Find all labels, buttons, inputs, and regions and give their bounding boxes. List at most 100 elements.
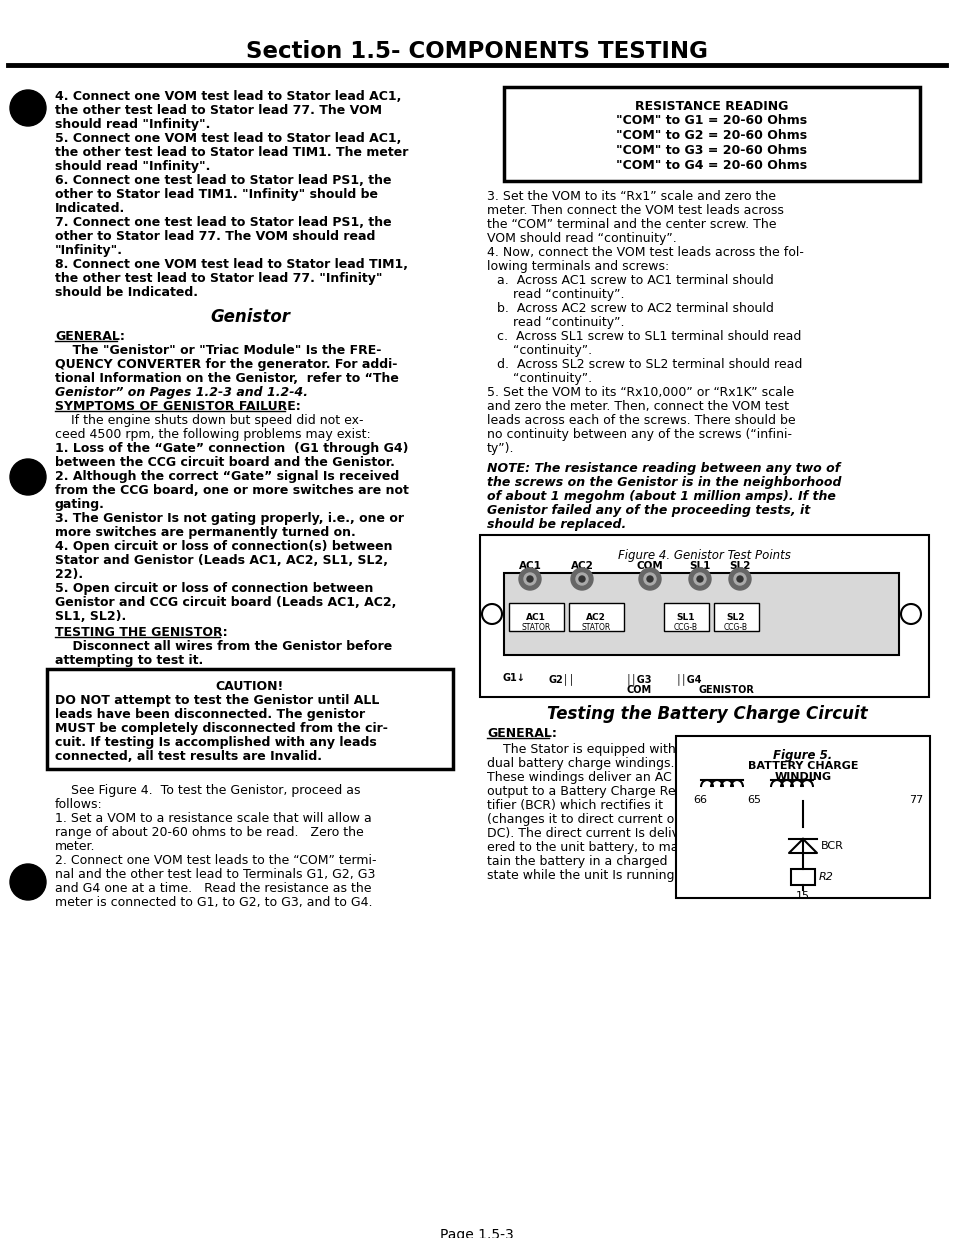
Text: SL1: SL1: [689, 561, 710, 571]
Text: CCG-B: CCG-B: [723, 623, 747, 633]
Text: SYMPTOMS OF GENISTOR FAILURE:: SYMPTOMS OF GENISTOR FAILURE:: [55, 400, 300, 413]
Text: “continuity”.: “continuity”.: [497, 344, 592, 357]
Circle shape: [10, 90, 46, 126]
Circle shape: [643, 573, 656, 586]
Text: range of about 20-60 ohms to be read.   Zero the: range of about 20-60 ohms to be read. Ze…: [55, 826, 363, 839]
Circle shape: [10, 864, 46, 900]
Bar: [509, 603, 563, 631]
Text: the other test lead to Stator lead 77. The VOM: the other test lead to Stator lead 77. T…: [55, 104, 381, 118]
Text: CCG-B: CCG-B: [673, 623, 698, 633]
Text: Disconnect all wires from the Genistor before: Disconnect all wires from the Genistor b…: [55, 640, 392, 652]
Text: tain the battery in a charged: tain the battery in a charged: [486, 855, 667, 868]
Text: more switches are permanently turned on.: more switches are permanently turned on.: [55, 526, 355, 539]
Circle shape: [526, 576, 533, 582]
Text: "COM" to G2 = 20-60 Ohms: "COM" to G2 = 20-60 Ohms: [616, 129, 807, 142]
Text: SL1, SL2).: SL1, SL2).: [55, 610, 126, 623]
Text: AC1: AC1: [518, 561, 541, 571]
Text: Figure 5.: Figure 5.: [773, 749, 832, 763]
Text: 4. Connect one VOM test lead to Stator lead AC1,: 4. Connect one VOM test lead to Stator l…: [55, 90, 401, 103]
Text: connected, all test results are Invalid.: connected, all test results are Invalid.: [55, 750, 322, 763]
Text: ty”).: ty”).: [486, 442, 514, 456]
Text: dual battery charge windings.: dual battery charge windings.: [486, 756, 674, 770]
Text: TESTING THE GENISTOR:: TESTING THE GENISTOR:: [55, 626, 228, 639]
Text: GENISTOR: GENISTOR: [699, 685, 754, 695]
Text: GENERAL:: GENERAL:: [55, 331, 125, 343]
Text: 5. Connect one VOM test lead to Stator lead AC1,: 5. Connect one VOM test lead to Stator l…: [55, 132, 401, 145]
Text: no continuity between any of the screws (“infini-: no continuity between any of the screws …: [486, 428, 791, 441]
Text: 3. The Genistor Is not gating properly, i.e., one or: 3. The Genistor Is not gating properly, …: [55, 513, 403, 525]
Circle shape: [728, 568, 750, 591]
Text: VOM should read “continuity”.: VOM should read “continuity”.: [486, 232, 676, 245]
Text: other to Stator lead TIM1. "Infinity" should be: other to Stator lead TIM1. "Infinity" sh…: [55, 188, 377, 201]
Circle shape: [646, 576, 652, 582]
Text: Page 1.5-3: Page 1.5-3: [439, 1228, 514, 1238]
Text: (changes it to direct current or: (changes it to direct current or: [486, 813, 679, 826]
Text: DO NOT attempt to test the Genistor until ALL: DO NOT attempt to test the Genistor unti…: [55, 695, 379, 707]
Text: output to a Battery Charge Rec-: output to a Battery Charge Rec-: [486, 785, 686, 799]
Text: the other test lead to Stator lead TIM1. The meter: the other test lead to Stator lead TIM1.…: [55, 146, 408, 158]
Text: "COM" to G1 = 20-60 Ohms: "COM" to G1 = 20-60 Ohms: [616, 114, 807, 128]
Text: ered to the unit battery, to main-: ered to the unit battery, to main-: [486, 841, 694, 854]
Text: 65: 65: [746, 795, 760, 805]
Text: Testing the Battery Charge Circuit: Testing the Battery Charge Circuit: [546, 704, 866, 723]
Text: of about 1 megohm (about 1 million amps). If the: of about 1 megohm (about 1 million amps)…: [486, 490, 835, 503]
Text: Indicated.: Indicated.: [55, 202, 125, 215]
Text: attempting to test it.: attempting to test it.: [55, 654, 203, 667]
Circle shape: [639, 568, 660, 591]
Text: SL2: SL2: [726, 613, 744, 621]
Text: ││G4: ││G4: [675, 673, 701, 685]
Text: c.  Across SL1 screw to SL1 terminal should read: c. Across SL1 screw to SL1 terminal shou…: [497, 331, 801, 343]
Text: QUENCY CONVERTER for the generator. For addi-: QUENCY CONVERTER for the generator. For …: [55, 358, 397, 371]
Text: MUST be completely disconnected from the cir-: MUST be completely disconnected from the…: [55, 722, 388, 735]
Text: a.  Across AC1 screw to AC1 terminal should: a. Across AC1 screw to AC1 terminal shou…: [497, 274, 773, 287]
Text: "Infinity".: "Infinity".: [55, 244, 123, 258]
Text: "COM" to G3 = 20-60 Ohms: "COM" to G3 = 20-60 Ohms: [616, 144, 806, 157]
Circle shape: [571, 568, 593, 591]
Text: WINDING: WINDING: [774, 773, 831, 782]
Text: leads across each of the screws. There should be: leads across each of the screws. There s…: [486, 413, 795, 427]
Text: 1. Set a VOM to a resistance scale that will allow a: 1. Set a VOM to a resistance scale that …: [55, 812, 372, 825]
Text: COM: COM: [636, 561, 662, 571]
Circle shape: [518, 568, 540, 591]
Text: read “continuity”.: read “continuity”.: [497, 288, 624, 301]
Text: Genistor and CCG circuit board (Leads AC1, AC2,: Genistor and CCG circuit board (Leads AC…: [55, 595, 395, 609]
Text: 8. Connect one VOM test lead to Stator lead TIM1,: 8. Connect one VOM test lead to Stator l…: [55, 258, 408, 271]
Text: ││G3: ││G3: [625, 673, 652, 685]
Text: Genistor failed any of the proceeding tests, it: Genistor failed any of the proceeding te…: [486, 504, 809, 517]
Text: GENERAL:: GENERAL:: [486, 727, 557, 740]
Text: should read "Infinity".: should read "Infinity".: [55, 118, 211, 131]
Text: 5. Open circuit or loss of connection between: 5. Open circuit or loss of connection be…: [55, 582, 373, 595]
Bar: [568, 603, 623, 631]
Text: lowing terminals and screws:: lowing terminals and screws:: [486, 260, 669, 274]
Text: 7. Connect one test lead to Stator lead PS1, the: 7. Connect one test lead to Stator lead …: [55, 215, 392, 229]
Text: 66: 66: [692, 795, 706, 805]
Text: leads have been disconnected. The genistor: leads have been disconnected. The genist…: [55, 708, 365, 721]
Text: state while the unit Is running.: state while the unit Is running.: [486, 869, 678, 881]
Circle shape: [688, 568, 710, 591]
Text: AC2: AC2: [585, 613, 605, 621]
Text: meter is connected to G1, to G2, to G3, and to G4.: meter is connected to G1, to G2, to G3, …: [55, 896, 372, 909]
Text: BCR: BCR: [821, 841, 843, 851]
Text: meter.: meter.: [55, 841, 95, 853]
Circle shape: [737, 576, 742, 582]
Text: "COM" to G4 = 20-60 Ohms: "COM" to G4 = 20-60 Ohms: [616, 158, 807, 172]
Circle shape: [10, 459, 46, 495]
Text: Section 1.5- COMPONENTS TESTING: Section 1.5- COMPONENTS TESTING: [246, 41, 707, 63]
Text: 15: 15: [795, 891, 809, 901]
Circle shape: [578, 576, 584, 582]
Text: and G4 one at a time.   Read the resistance as the: and G4 one at a time. Read the resistanc…: [55, 881, 371, 895]
Text: gating.: gating.: [55, 498, 105, 511]
Text: NOTE: The resistance reading between any two of: NOTE: The resistance reading between any…: [486, 462, 840, 475]
Text: SL2: SL2: [728, 561, 750, 571]
Text: G2││: G2││: [548, 673, 575, 685]
Text: AC2: AC2: [570, 561, 593, 571]
Circle shape: [697, 576, 702, 582]
Text: 77: 77: [908, 795, 923, 805]
Text: 6. Connect one test lead to Stator lead PS1, the: 6. Connect one test lead to Stator lead …: [55, 175, 391, 187]
Text: d.  Across SL2 screw to SL2 terminal should read: d. Across SL2 screw to SL2 terminal shou…: [497, 358, 801, 371]
Text: The Stator is equipped with: The Stator is equipped with: [486, 743, 675, 756]
FancyBboxPatch shape: [503, 87, 919, 181]
Text: BATTERY CHARGE: BATTERY CHARGE: [747, 761, 858, 771]
Text: Genistor: Genistor: [210, 308, 290, 326]
Text: meter. Then connect the VOM test leads across: meter. Then connect the VOM test leads a…: [486, 204, 783, 217]
